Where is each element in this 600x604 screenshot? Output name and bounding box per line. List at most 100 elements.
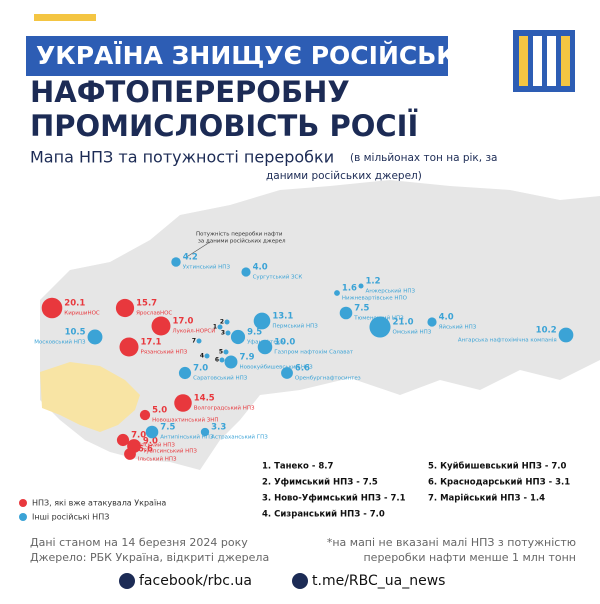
refinery-dot <box>339 306 353 320</box>
refinery-value: 7.0 <box>131 431 146 441</box>
legend-swatch <box>19 513 27 521</box>
annotation-line <box>184 241 211 259</box>
refinery-dot <box>241 267 251 277</box>
refinery-name: Афіпський НПЗ <box>131 442 175 449</box>
numbered-marker: 3 <box>221 330 225 337</box>
refinery-value: 1.2 <box>366 277 381 287</box>
refinery-dot <box>87 329 103 345</box>
refinery-value: 13.1 <box>272 312 293 322</box>
subtitle-note: (в мільйонах тон на рік, за <box>350 152 497 164</box>
numbered-dot <box>225 330 231 336</box>
refinery-name: Туапсинський НПЗ <box>142 448 198 455</box>
refinery-value: 4.0 <box>253 263 268 273</box>
refinery-value: 9.5 <box>247 328 262 338</box>
title-box <box>26 36 448 76</box>
refinery-dot <box>115 298 135 318</box>
refinery-dot <box>224 355 238 369</box>
refinery-name: Московський НПЗ <box>34 339 86 346</box>
numbered-marker: 4 <box>200 353 204 360</box>
refinery-name: Анжерський НПЗ <box>366 288 416 295</box>
legend-swatch <box>19 499 27 507</box>
refinery-name: ЯрославНОС <box>136 311 172 317</box>
footer-date: Дані станом на 14 березня 2024 року <box>30 536 248 549</box>
refinery-value: 6.6 <box>138 445 153 455</box>
refinery-name: Новошахтинський ЗНП <box>152 417 218 424</box>
refinery-dot <box>174 394 192 412</box>
numbered-list-item: 3. Ново-Уфимський НПЗ - 7.1 <box>262 494 406 504</box>
refinery-dot <box>334 290 340 296</box>
refinery-value: 7.5 <box>160 423 175 433</box>
refinery-name: Антипінський НПЗ <box>160 434 214 441</box>
numbered-dot <box>223 349 229 355</box>
refinery-value: 10.2 <box>536 326 557 336</box>
refinery-value: 20.1 <box>64 299 85 309</box>
refinery-name: Яйський НПЗ <box>439 324 477 331</box>
refinery-value: 7.0 <box>193 364 208 374</box>
refinery-dot <box>116 433 130 447</box>
subtitle-note: даними російських джерел) <box>266 170 422 182</box>
refinery-dot <box>281 367 293 379</box>
accent-bar <box>34 14 96 21</box>
numbered-marker: 5 <box>219 349 223 356</box>
refinery-name: Астраханський ГПЗ <box>211 434 268 441</box>
refinery-dot <box>558 327 574 343</box>
refinery-name: Рязанський НПЗ <box>141 349 188 356</box>
numbered-dot <box>217 324 223 330</box>
refinery-value: 7.9 <box>239 353 254 363</box>
numbered-list-item: 2. Уфимський НПЗ - 7.5 <box>262 478 378 488</box>
annotation: за даними російських джерел <box>198 238 286 245</box>
logo <box>513 30 575 92</box>
refinery-name: Саратовський НПЗ <box>193 375 248 382</box>
footer-source: Джерело: РБК Україна, відкриті джерела <box>30 551 269 564</box>
refinery-name: Ангарська нафтохімічна компанія <box>458 338 557 344</box>
title-line: НАФТОПЕРЕРОБНУ <box>30 75 350 109</box>
refinery-name: Лукойл-НОРСИ <box>172 328 215 335</box>
refinery-dot <box>139 409 151 421</box>
footer-note: переробки нафти менше 1 млн тонн <box>363 551 576 564</box>
refinery-name: Нижневартівське НПО <box>342 296 408 302</box>
numbered-dot <box>196 338 202 344</box>
refinery-dot <box>358 283 364 289</box>
refinery-dot <box>178 366 192 380</box>
refinery-dot <box>200 427 210 437</box>
refinery-name: КиришиНОС <box>64 311 100 317</box>
refinery-dot <box>171 257 181 267</box>
title-line: УКРАЇНА ЗНИЩУЄ РОСІЙСЬКУ <box>36 40 476 70</box>
numbered-list-item: 1. Танеко - 8.7 <box>262 462 333 472</box>
refinery-value: 5.0 <box>152 406 167 416</box>
refinery-dot <box>253 312 271 330</box>
refinery-value: 1.6 <box>342 284 357 294</box>
refinery-dot <box>41 297 63 319</box>
refinery-value: 4.2 <box>183 253 198 263</box>
refinery-value: 6.6 <box>295 364 310 374</box>
refinery-dot <box>427 317 437 327</box>
facebook-icon <box>119 573 135 589</box>
facebook-link[interactable]: facebook/rbc.ua <box>139 573 252 589</box>
refinery-dot <box>119 337 139 357</box>
refinery-value: 14.5 <box>194 394 215 404</box>
numbered-dot <box>224 319 230 325</box>
numbered-dot <box>204 353 210 359</box>
numbered-list-item: 4. Сизранський НПЗ - 7.0 <box>262 510 385 520</box>
refinery-name: Пермський НПЗ <box>272 323 318 330</box>
legend-text: Інші російські НПЗ <box>32 513 109 522</box>
refinery-name: Оренбургнафтосинтез <box>295 376 361 382</box>
refinery-value: 15.7 <box>136 299 157 309</box>
refinery-name: Волгоградський НПЗ <box>194 405 255 412</box>
refinery-name: Ухтинський НПЗ <box>183 264 231 271</box>
numbered-dot <box>219 357 225 363</box>
ukraine <box>40 362 140 432</box>
telegram-link[interactable]: t.me/RBC_ua_news <box>312 573 445 589</box>
numbered-list-item: 7. Марійський НПЗ - 1.4 <box>428 493 545 504</box>
refinery-dot <box>145 425 159 439</box>
numbered-marker: 1 <box>213 324 217 331</box>
refinery-dot <box>124 448 136 460</box>
footer-note: *на мапі не вказані малі НПЗ з потужніст… <box>327 536 576 549</box>
refinery-name: Газпром нафтохім Салават <box>274 350 354 356</box>
refinery-dot <box>257 339 273 355</box>
refinery-value: 3.3 <box>211 423 226 433</box>
refinery-dot <box>151 316 171 336</box>
refinery-dot <box>369 316 391 338</box>
